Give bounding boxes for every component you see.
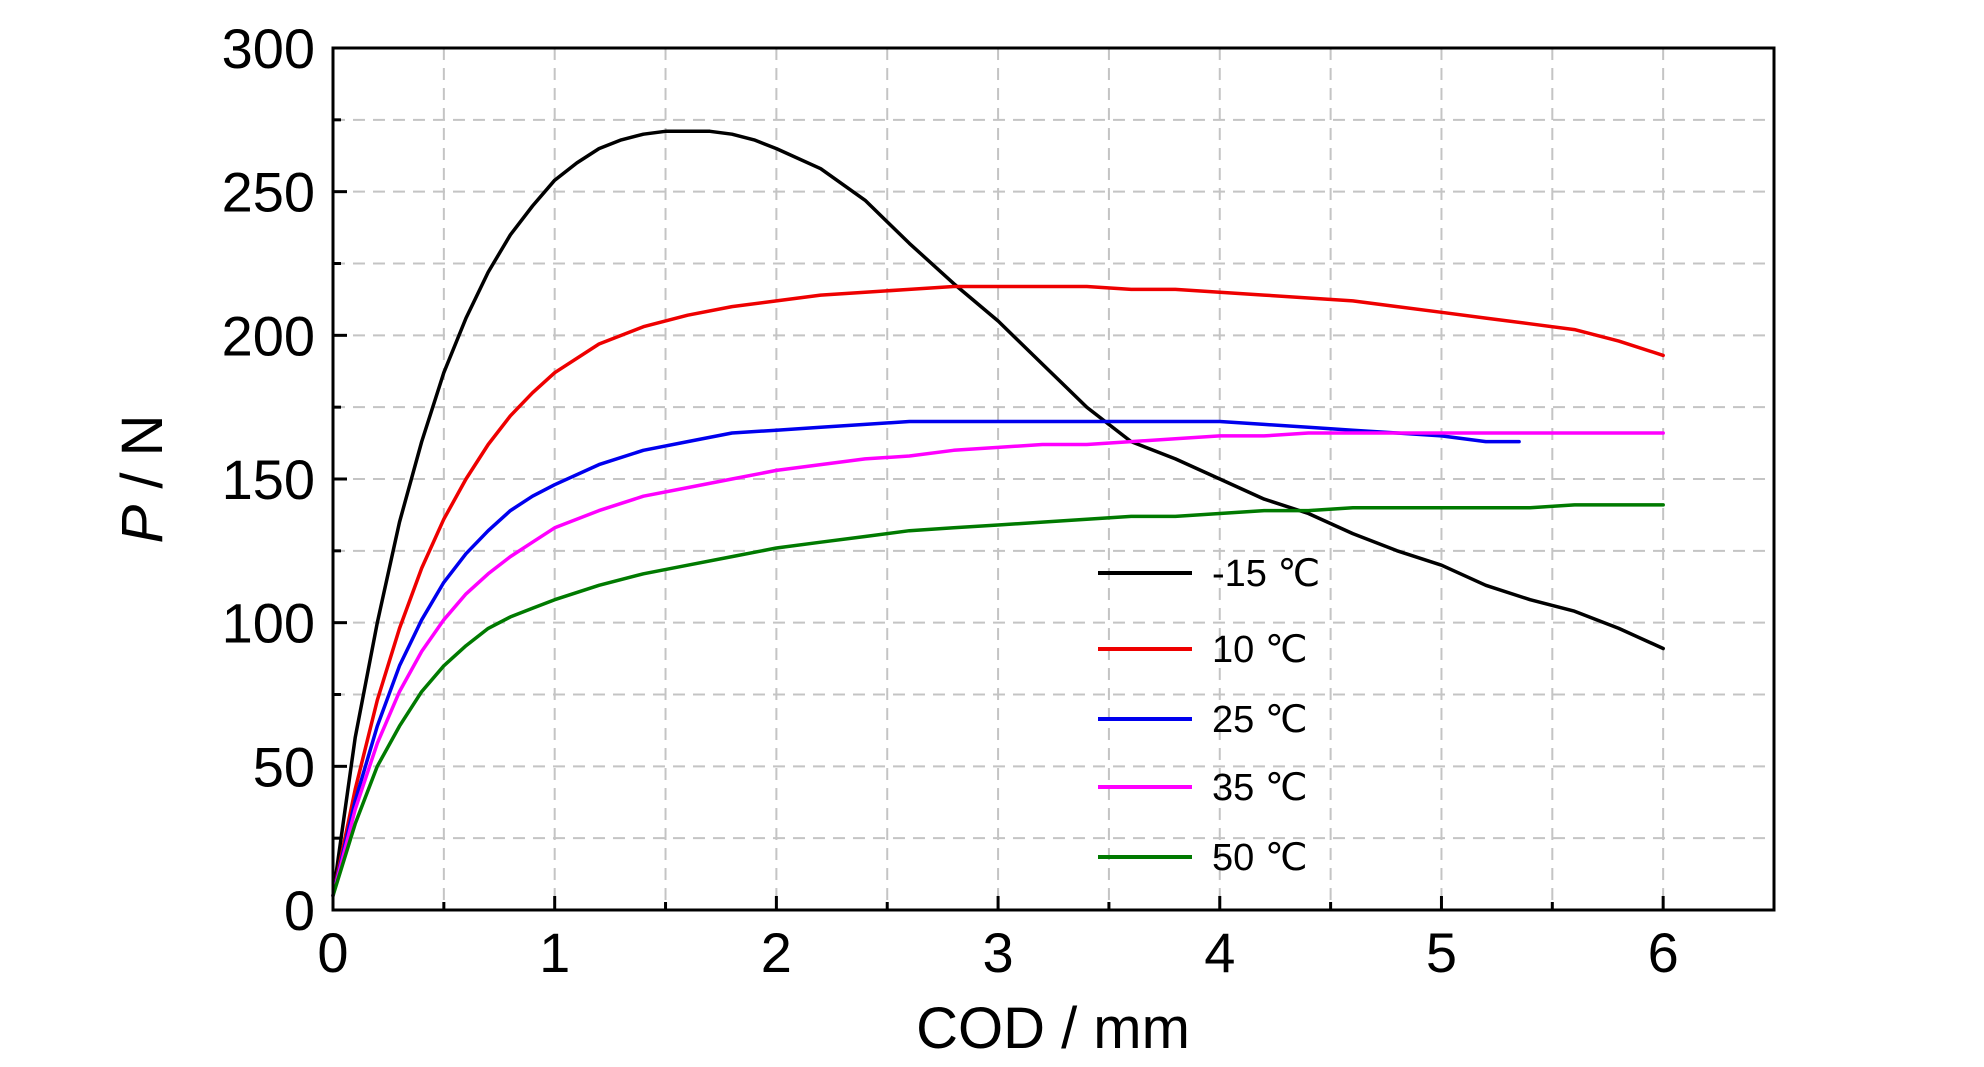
grid-lines	[333, 48, 1774, 910]
legend-label-1: 10 ℃	[1212, 629, 1308, 671]
y-tick-label: 300	[222, 17, 315, 80]
x-tick-label: 5	[1426, 921, 1457, 984]
series-line-0	[331, 129, 1665, 898]
y-tick-label: 200	[222, 304, 315, 367]
axis-ticks	[331, 46, 1776, 912]
y-tick-label: 150	[222, 448, 315, 511]
x-tick-label: 2	[761, 921, 792, 984]
series-lines	[331, 129, 1665, 898]
y-tick-label: 50	[253, 735, 315, 798]
series-line-3	[331, 431, 1665, 898]
series-line-4	[331, 503, 1665, 898]
legend-label-2: 25 ℃	[1212, 699, 1308, 741]
x-tick-label: 3	[982, 921, 1013, 984]
series-line-1	[331, 284, 1665, 898]
y-axis-title: P / N	[110, 415, 175, 544]
y-tick-label: 100	[222, 592, 315, 655]
legend: -15 ℃ 10 ℃ 25 ℃ 35 ℃ 50 ℃	[1098, 553, 1320, 879]
x-tick-label: 0	[317, 921, 348, 984]
x-axis-title: COD / mm	[916, 996, 1190, 1061]
y-tick-label: 0	[284, 879, 315, 942]
x-tick-label: 1	[539, 921, 570, 984]
legend-label-4: 50 ℃	[1212, 837, 1308, 879]
y-tick-label: 250	[222, 161, 315, 224]
x-tick-label: 4	[1204, 921, 1235, 984]
tick-labels: 0 1 2 3 4 5 6 0 50 100 150 200 250 300	[222, 17, 1679, 984]
legend-label-0: -15 ℃	[1212, 553, 1320, 595]
y-axis-title-unit: / N	[110, 415, 175, 505]
legend-label-3: 35 ℃	[1212, 767, 1308, 809]
x-tick-label: 6	[1648, 921, 1679, 984]
series-line-2	[331, 419, 1521, 898]
y-axis-title-italic: P	[110, 504, 175, 543]
